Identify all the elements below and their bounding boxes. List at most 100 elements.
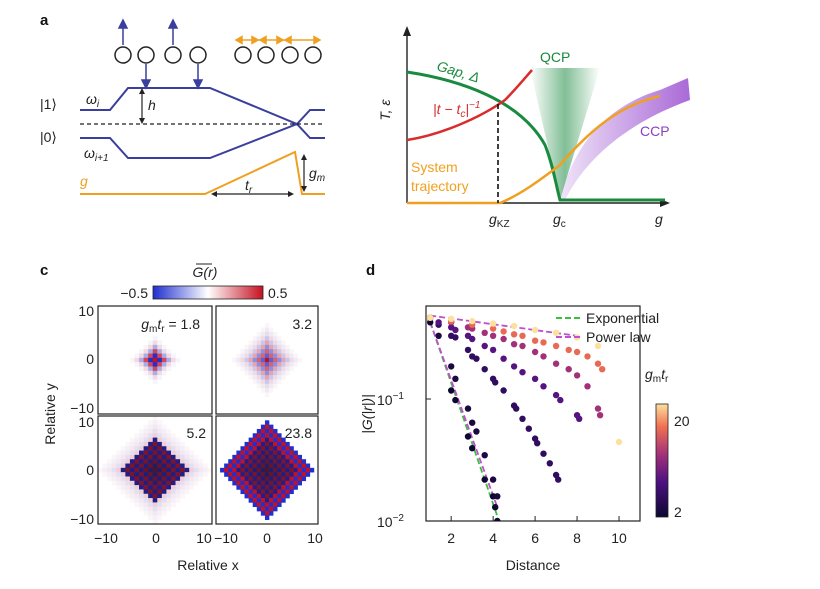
heatmap-cell bbox=[260, 433, 266, 438]
data-point bbox=[448, 387, 455, 394]
heatmap-cell bbox=[260, 502, 266, 508]
heatmap-cell bbox=[240, 480, 245, 486]
heatmap-cell bbox=[134, 437, 140, 443]
heatmap-cell bbox=[175, 476, 181, 482]
heatmap-cell bbox=[236, 485, 241, 490]
heatmap-cell bbox=[256, 362, 262, 367]
heatmap-cell bbox=[157, 446, 163, 451]
heatmap-cell bbox=[143, 463, 149, 469]
heatmap-cell bbox=[157, 375, 163, 380]
heatmap-cell bbox=[166, 485, 172, 490]
heatmap-cell bbox=[139, 472, 144, 477]
heatmap-cell bbox=[175, 463, 181, 469]
data-point bbox=[435, 319, 442, 326]
heatmap-cell bbox=[281, 467, 286, 473]
heatmap-cell bbox=[139, 433, 144, 438]
heatmap-cell bbox=[273, 344, 278, 350]
data-point bbox=[489, 320, 497, 327]
heatmap-cell bbox=[161, 437, 167, 443]
data-point bbox=[481, 476, 488, 483]
heatmap-cell bbox=[125, 446, 131, 451]
heatmap-cell bbox=[236, 476, 241, 482]
heatmap-cell bbox=[248, 463, 254, 469]
heatmap-cell bbox=[269, 327, 274, 333]
heatmap-cell bbox=[236, 467, 241, 473]
heatmap-cell bbox=[125, 450, 131, 456]
heatmap-cell bbox=[248, 375, 254, 380]
heatmap-cell bbox=[285, 353, 290, 359]
heatmap-cell bbox=[256, 370, 262, 376]
heatmap-cell bbox=[161, 424, 167, 430]
heatmap-cell bbox=[198, 472, 204, 477]
panel-c-y-ticks: 10 0 −10 10 0 −10 bbox=[70, 303, 94, 527]
heatmap-cell bbox=[129, 437, 135, 443]
heatmap-cell bbox=[134, 450, 140, 456]
heatmap-cell bbox=[148, 450, 154, 456]
heatmap-cell bbox=[264, 420, 270, 425]
heatmap-cell bbox=[161, 480, 167, 486]
heatmap-cell bbox=[273, 493, 278, 499]
heatmap-cell bbox=[260, 493, 266, 499]
heatmap-cell bbox=[175, 480, 181, 486]
heatmap-cell bbox=[264, 454, 270, 460]
spin-arrows bbox=[117, 18, 204, 90]
heatmap-cell bbox=[293, 450, 298, 456]
heatmap-cell bbox=[157, 515, 163, 520]
heatmap-cell bbox=[166, 493, 172, 499]
heatmap-cell bbox=[228, 463, 233, 469]
heatmap-cell bbox=[129, 485, 135, 490]
data-point bbox=[565, 346, 572, 354]
panel-b-y-label: T, ε bbox=[377, 99, 393, 121]
heatmap-cell bbox=[193, 476, 199, 482]
heatmap-cell bbox=[252, 485, 258, 490]
heatmap-cell bbox=[260, 428, 266, 434]
heatmap-cell bbox=[129, 450, 135, 456]
heatmap-cell bbox=[232, 480, 237, 486]
heatmap-cell bbox=[152, 441, 158, 447]
x-tick: −10 bbox=[94, 530, 118, 546]
heatmap-cell bbox=[256, 502, 262, 508]
gc-tick: gc bbox=[553, 211, 566, 230]
heatmap-cell bbox=[143, 485, 149, 490]
panel-letter-a: a bbox=[40, 12, 49, 29]
heatmap-cell bbox=[166, 366, 172, 372]
heatmap-cell bbox=[248, 472, 254, 477]
heatmap-cell bbox=[148, 467, 154, 473]
heatmap-cell bbox=[161, 362, 167, 367]
heatmap-cell bbox=[175, 467, 181, 473]
heatmap-cell bbox=[297, 467, 302, 473]
heatmap-cell bbox=[134, 362, 140, 367]
heatmap-cell bbox=[281, 340, 286, 346]
data-point bbox=[469, 317, 476, 325]
data-points bbox=[427, 314, 623, 521]
data-point bbox=[540, 339, 547, 346]
heatmap-cell bbox=[252, 489, 258, 495]
heatmap-cell bbox=[252, 370, 258, 376]
heatmap-cell bbox=[273, 433, 278, 438]
heatmap-cell bbox=[166, 428, 172, 434]
heatmap-cell bbox=[139, 476, 144, 482]
heatmap-cell bbox=[139, 437, 144, 443]
heatmap-cell bbox=[293, 472, 298, 477]
heatmap-cell bbox=[273, 489, 278, 495]
x-tick: 8 bbox=[573, 530, 581, 546]
heatmap-cell bbox=[248, 437, 254, 443]
heatmap-cell bbox=[281, 459, 286, 464]
data-point bbox=[492, 379, 499, 386]
heatmap-cell bbox=[166, 459, 172, 464]
data-point bbox=[473, 428, 480, 435]
heatmap-cell bbox=[264, 446, 270, 451]
heatmap-cell bbox=[157, 441, 163, 447]
heatmap-cell bbox=[120, 485, 126, 490]
heatmap-cell bbox=[285, 463, 290, 469]
arrow-right-icon bbox=[251, 35, 260, 45]
heatmap-cell bbox=[252, 340, 258, 346]
kz-label: |t − tc|−1 bbox=[433, 100, 480, 120]
heatmap-cell bbox=[244, 370, 249, 376]
data-point bbox=[557, 396, 564, 404]
heatmap-cell bbox=[161, 433, 167, 438]
heatmap-cell bbox=[264, 353, 270, 359]
heatmap-cell bbox=[281, 362, 286, 367]
heatmap-cell bbox=[170, 459, 176, 464]
heatmap-cell bbox=[111, 467, 117, 473]
